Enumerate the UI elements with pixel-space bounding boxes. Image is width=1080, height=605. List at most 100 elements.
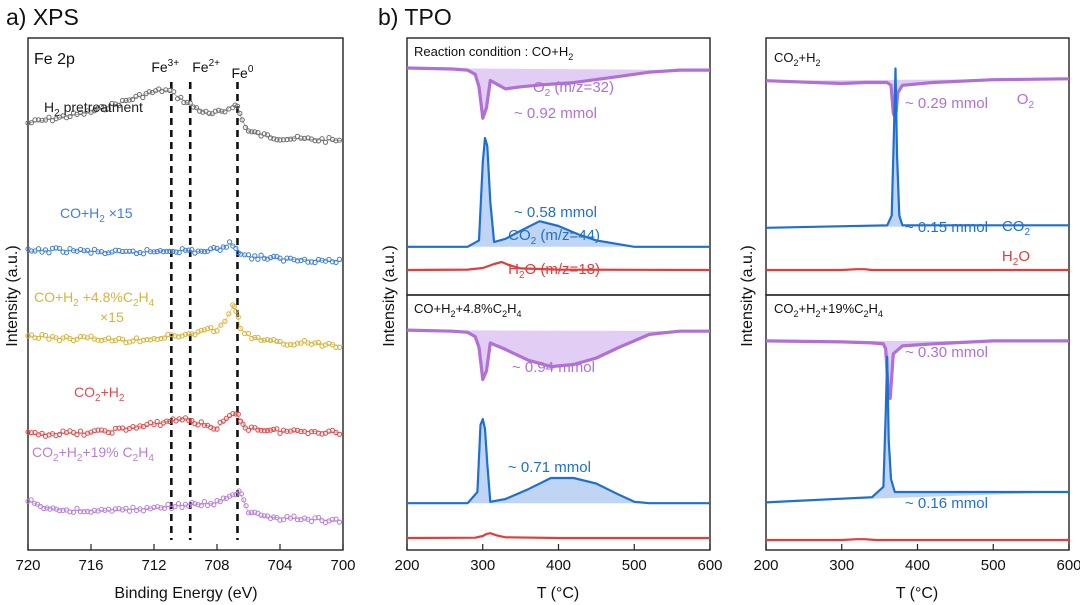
xps-data-point: [287, 341, 294, 348]
xps-data-point: [294, 517, 301, 523]
tpo-condition-label: CO+H2+4.8%C2H4: [414, 301, 522, 319]
xps-data-point: [172, 504, 178, 510]
tpo-species-label-tpo_purple: O2: [1017, 91, 1035, 111]
xps-data-point: [119, 336, 126, 342]
xps-data-point: [271, 514, 277, 520]
xps-x-axis-label: Binding Energy (eV): [114, 585, 257, 602]
xps-data-point: [39, 430, 45, 436]
xps-data-point: [84, 508, 91, 514]
xps-data-point: [274, 426, 280, 432]
xps-data-point: [261, 513, 267, 519]
xps-data-point: [271, 253, 277, 259]
xps-data-point: [70, 509, 77, 515]
xps-data-point: [315, 430, 322, 436]
tpo-series-line-tpo_blue: [407, 136, 710, 248]
xps-data-point: [298, 428, 304, 435]
xps-data-point: [67, 113, 73, 120]
xps-data-point: [226, 311, 232, 317]
xps-data-point: [161, 335, 168, 341]
tpo-series-line-tpo_red: [766, 538, 1069, 542]
xps-data-point: [77, 428, 84, 434]
xps-data-point: [186, 247, 192, 253]
xps-series-2: [25, 302, 344, 350]
xps-data-point: [154, 336, 161, 342]
xps-data-point: [201, 499, 207, 505]
xps-data-point: [25, 429, 31, 435]
tpo-condition-label: Reaction condition : CO+H2: [414, 44, 573, 62]
tpo-area-fill: [407, 419, 710, 504]
panel-label-tpo: b) TPO: [378, 4, 452, 30]
xps-data-point: [255, 256, 261, 262]
xps-data-point: [205, 248, 211, 254]
tpo-annotation: ~ 0.16 mmol: [905, 495, 988, 512]
xps-data-point: [146, 89, 152, 95]
xps-data-point: [294, 340, 301, 346]
xps-data-point: [140, 337, 147, 343]
xps-data-point: [205, 325, 211, 332]
xps-data-point: [44, 505, 50, 511]
xps-tick-label: 720: [15, 557, 40, 574]
xps-data-point: [42, 247, 49, 253]
xps-data-point: [233, 411, 239, 417]
xps-data-point: [284, 342, 290, 348]
xps-data-point: [91, 108, 98, 114]
xps-data-point: [130, 248, 136, 254]
xps-series-group: [25, 86, 344, 526]
xps-data-point: [233, 492, 239, 498]
xps-data-point: [197, 108, 203, 114]
xps-data-point: [312, 259, 318, 266]
xps-data-point: [42, 332, 49, 338]
xps-data-point: [189, 247, 195, 253]
xps-data-point: [165, 331, 171, 337]
xps-data-point: [258, 427, 264, 433]
xps-data-point: [119, 97, 126, 104]
xps-data-point: [60, 249, 66, 255]
xps-data-point: [35, 117, 42, 123]
xps-data-point: [161, 505, 168, 511]
xps-data-point: [184, 99, 190, 106]
xps-data-point: [201, 422, 207, 428]
xps-data-point: [336, 256, 343, 262]
xps-data-point: [126, 248, 133, 254]
xps-data-point: [264, 132, 270, 138]
xps-legend-2: CO+H2 +4.8%C2H4: [34, 289, 155, 309]
xps-data-point: [109, 338, 115, 344]
xps-data-point: [252, 253, 258, 259]
xps-data-point: [47, 506, 53, 512]
xps-data-point: [216, 107, 222, 113]
tpo-annotation: ~ 0.15 mmol: [905, 219, 988, 236]
xps-data-point: [53, 245, 59, 251]
xps-data-point: [63, 250, 70, 256]
xps-data-point: [211, 426, 217, 432]
xps-data-point: [42, 117, 49, 123]
xps-data-point: [333, 516, 339, 522]
xps-data-point: [156, 86, 162, 92]
xps-data-point: [50, 505, 56, 511]
xps-data-point: [235, 314, 241, 320]
xps-data-point: [154, 249, 160, 255]
xps-data-point: [123, 505, 129, 511]
xps-data-point: [217, 247, 223, 253]
xps-data-point: [187, 100, 193, 106]
xps-data-point: [189, 499, 195, 506]
tpo-annotation: ~ 0.92 mmol: [514, 105, 597, 122]
xps-series-1: [25, 239, 344, 266]
xps-data-point: [151, 249, 157, 255]
tpo-right-x-axis-label: T (°C): [896, 585, 939, 602]
tpo-series-line-tpo_purple: [406, 66, 710, 120]
xps-data-point: [137, 423, 143, 429]
xps-data-point: [336, 137, 343, 143]
xps-data-point: [39, 249, 45, 255]
xps-data-point: [46, 336, 52, 342]
xps-data-point: [35, 246, 42, 252]
xps-data-point: [32, 117, 38, 123]
xps-data-point: [186, 331, 192, 337]
xps-data-point: [181, 99, 187, 106]
xps-series-0: [25, 86, 344, 145]
tpo-tick-label: 300: [470, 557, 495, 574]
xps-data-point: [56, 337, 63, 343]
tpo-panel-co2-h2: CO2+H2 ~ 0.29 mmol ~ 0.15 mmol O2 CO2 H2O: [765, 50, 1070, 272]
xps-data-point: [25, 333, 31, 339]
xps-data-point: [81, 111, 87, 117]
